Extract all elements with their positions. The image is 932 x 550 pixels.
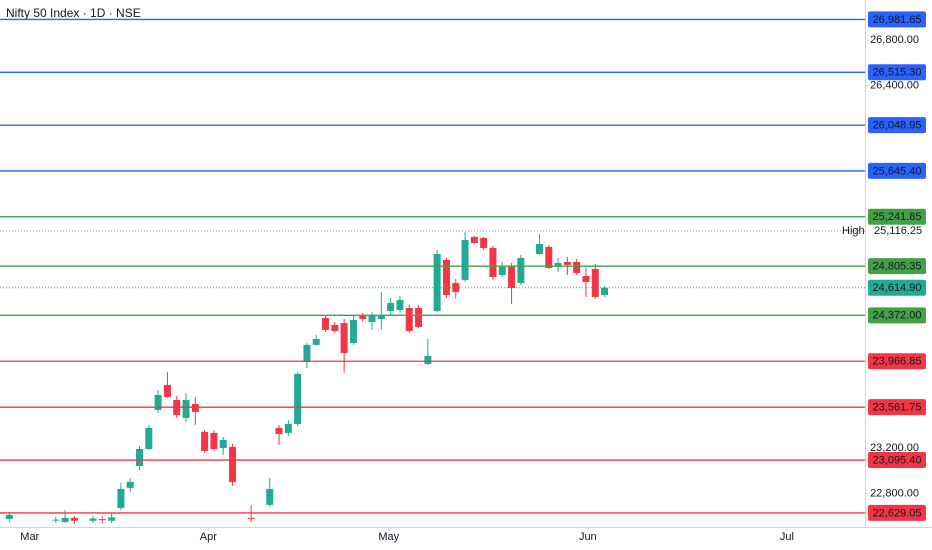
candle-body [545, 246, 553, 268]
last-price-box [868, 279, 926, 296]
candle-body [191, 403, 199, 412]
level-label: 24,372.00 [873, 310, 922, 322]
candle-body [480, 237, 488, 248]
candle-body [591, 268, 599, 297]
candle-body [136, 448, 144, 467]
candle-body [349, 319, 357, 343]
candle-body [489, 247, 497, 277]
candle-body [452, 283, 460, 292]
candle-body [312, 339, 320, 345]
candle-body [303, 344, 311, 362]
level-label: 25,645.40 [873, 165, 922, 177]
candle-body [563, 261, 571, 265]
candle-body [70, 517, 78, 521]
candle-body [442, 259, 450, 296]
candle-body [377, 315, 385, 319]
candle-body [5, 514, 13, 519]
candle-body [368, 315, 376, 323]
level-label-box [868, 258, 926, 275]
candle-body [387, 302, 395, 312]
candle-body [108, 517, 116, 521]
candle-body [61, 517, 69, 522]
candle-body [554, 262, 562, 266]
level-label-box [868, 452, 926, 469]
candle-body [535, 243, 543, 254]
y-tick-label: 26,800.00 [870, 34, 919, 46]
level-label-box [868, 117, 926, 134]
candle-body [470, 236, 478, 243]
candle-body [247, 517, 255, 519]
candle-body [294, 373, 302, 424]
candle-body [359, 315, 367, 319]
candle-body [340, 323, 348, 353]
level-label-box [868, 307, 926, 324]
candle-body [117, 488, 125, 508]
high-name: High [842, 225, 865, 237]
high-label: 25,116.25 [874, 225, 922, 237]
level-label: 23,561.75 [873, 402, 922, 414]
candle-body [266, 488, 274, 505]
level-label-box [868, 64, 926, 81]
candle-body [415, 307, 423, 327]
candle-body [424, 355, 432, 364]
candle-body [517, 257, 525, 284]
level-label-box [868, 504, 926, 521]
level-label-box [868, 399, 926, 416]
level-label: 23,095.40 [873, 454, 922, 466]
level-label: 24,805.35 [873, 261, 922, 273]
x-tick-label: Jul [780, 531, 794, 543]
candle-body [508, 265, 516, 288]
candle-body [154, 394, 162, 410]
y-tick-label: 26,400.00 [870, 79, 919, 91]
candle-body [498, 267, 506, 275]
level-label-box [868, 162, 926, 179]
level-label: 26,515.30 [873, 67, 922, 79]
candle-body [163, 384, 171, 397]
chart-title: Nifty 50 Index · 1D · NSE [6, 6, 141, 20]
y-tick-label: 22,800.00 [870, 487, 919, 499]
candle-body [182, 400, 190, 418]
y-tick-label: 23,200.00 [870, 442, 919, 454]
candle-body [405, 307, 413, 331]
level-label-box [868, 353, 926, 370]
candle-body [145, 427, 153, 449]
level-label: 26,048.95 [873, 120, 922, 132]
candle-body [52, 519, 60, 521]
level-label: 26,981.65 [873, 14, 922, 26]
x-tick-label: May [378, 531, 399, 543]
candle-body [433, 253, 441, 312]
candle-body [219, 439, 227, 448]
last-price-label: 24,614.90 [873, 282, 922, 294]
candle-body [210, 432, 218, 449]
level-label: 25,241.85 [873, 211, 922, 223]
level-label: 23,966.85 [873, 356, 922, 368]
candle-body [461, 240, 469, 280]
candle-body [229, 446, 237, 482]
candle-body [89, 518, 97, 521]
level-label-box [868, 11, 926, 28]
candle-body [322, 317, 330, 330]
candle-body [573, 261, 581, 274]
candle-body [582, 275, 590, 282]
candle-body [201, 431, 209, 451]
candle-body [601, 287, 609, 296]
candle-body [284, 423, 292, 433]
candle-body [331, 324, 339, 331]
x-tick-label: Mar [20, 531, 39, 543]
level-label: 22,629.05 [873, 507, 922, 519]
x-tick-label: Apr [200, 531, 217, 543]
candle-body [126, 481, 134, 488]
candle-body [396, 300, 404, 310]
level-label-box [868, 208, 926, 225]
candle-body [275, 427, 283, 434]
candle-body [98, 519, 106, 521]
x-tick-label: Jun [579, 531, 597, 543]
